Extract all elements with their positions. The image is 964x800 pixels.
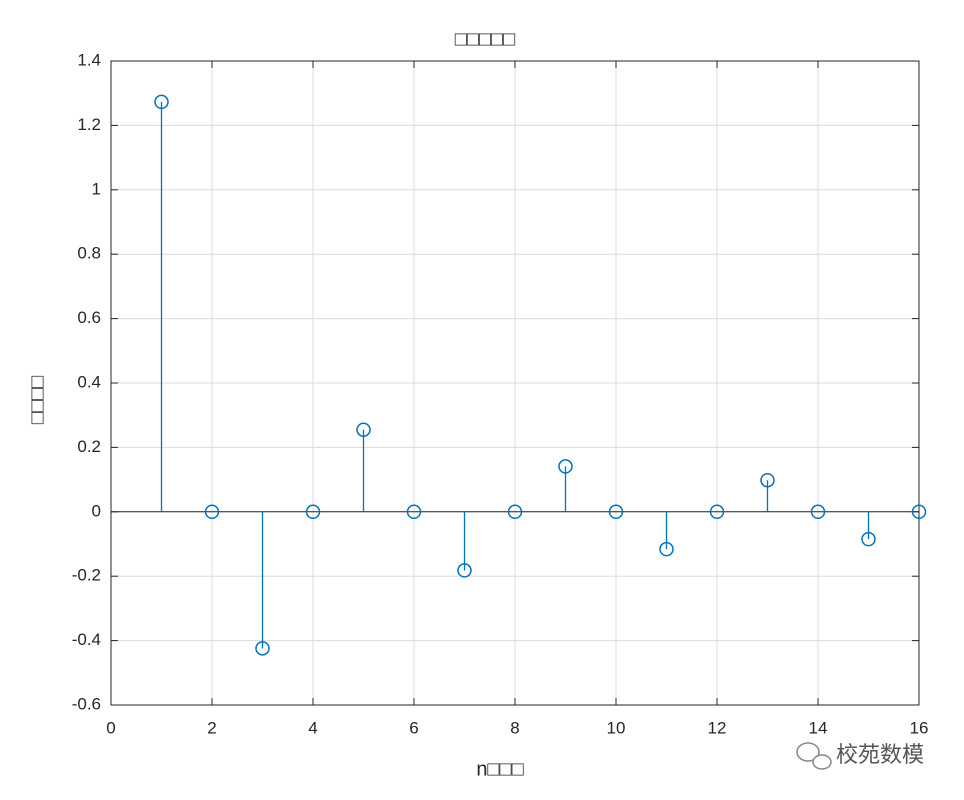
stem-marker xyxy=(608,504,624,520)
x-tick-label: 14 xyxy=(809,718,828,737)
y-tick-label: 0.8 xyxy=(77,244,101,263)
watermark: 校苑数模 xyxy=(836,742,924,767)
y-tick-label: 0.6 xyxy=(77,308,101,327)
stem-marker xyxy=(810,504,826,520)
x-tick-label: 16 xyxy=(910,718,929,737)
stem-marker xyxy=(154,94,169,110)
y-tick-label: 0.4 xyxy=(77,372,101,391)
x-tick-label: 4 xyxy=(308,718,317,737)
stem-marker xyxy=(406,504,422,520)
stem-marker xyxy=(760,472,775,488)
stem-marker xyxy=(255,641,270,656)
x-tick-label: 6 xyxy=(409,718,418,737)
stem-marker xyxy=(558,459,573,474)
y-axis-label: □□□□ xyxy=(26,376,48,424)
x-tick-label: 2 xyxy=(207,718,216,737)
y-tick-label: -0.2 xyxy=(72,566,101,585)
stem-marker xyxy=(204,504,220,520)
chart-title: □□□□□ xyxy=(455,28,515,50)
y-tick-label: 1 xyxy=(92,179,101,198)
x-axis-label: n□□□ xyxy=(476,758,523,780)
y-tick-label: 1.4 xyxy=(77,50,101,69)
stem-marker xyxy=(507,504,523,520)
x-tick-label: 0 xyxy=(106,718,115,737)
stem-marker xyxy=(305,504,321,520)
stem-marker xyxy=(457,563,472,578)
x-tick-label: 8 xyxy=(510,718,519,737)
axes-box xyxy=(110,60,920,706)
y-tick-label: 1.2 xyxy=(77,115,101,134)
watermark-icon xyxy=(796,742,832,770)
y-tick-label: 0.2 xyxy=(77,437,101,456)
y-tick-label: -0.6 xyxy=(72,694,101,713)
stem-marker xyxy=(356,422,371,437)
stem-marker xyxy=(659,541,674,557)
x-tick-label: 12 xyxy=(708,718,727,737)
stem-marker xyxy=(911,504,927,520)
stem-marker xyxy=(709,504,725,520)
y-tick-label: 0 xyxy=(92,501,101,520)
y-tick-label: -0.4 xyxy=(72,630,101,649)
stem-marker xyxy=(861,531,876,547)
x-tick-label: 10 xyxy=(607,718,626,737)
